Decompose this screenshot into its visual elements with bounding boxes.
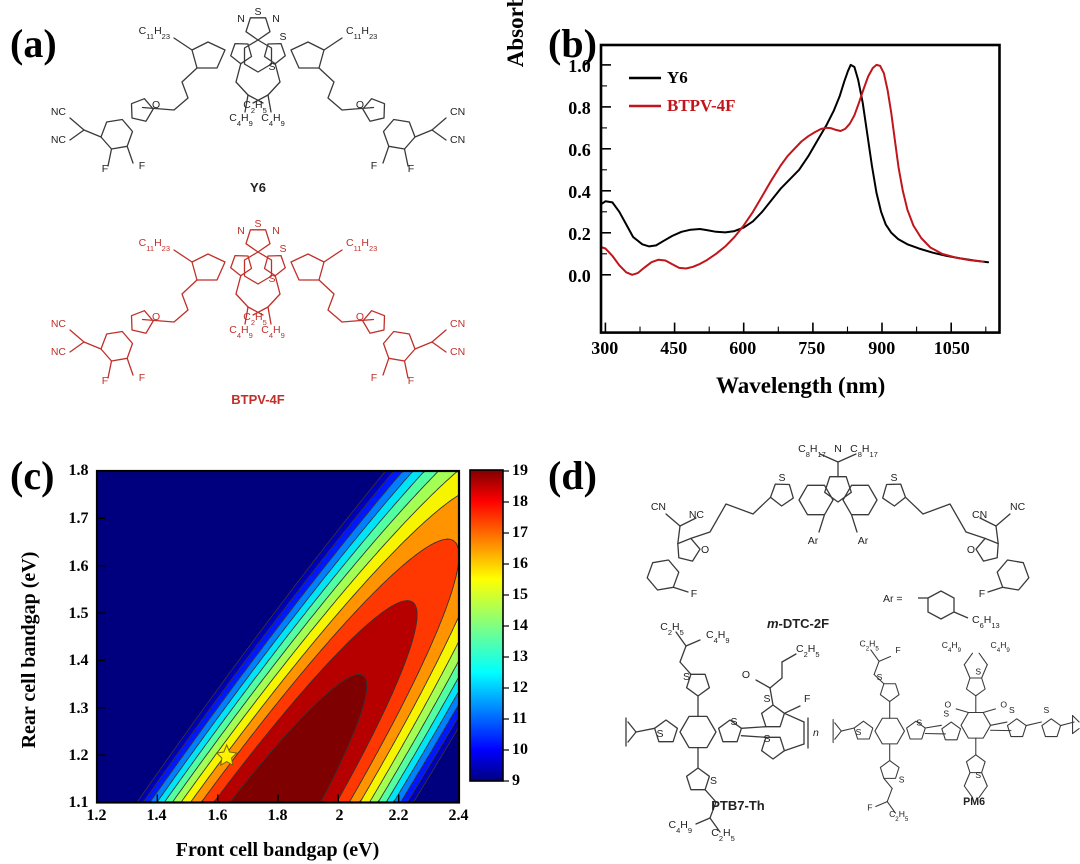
svg-text:C2H5: C2H5 (660, 621, 684, 637)
svg-text:NC: NC (689, 509, 705, 521)
svg-text:F: F (804, 693, 810, 705)
svg-text:S: S (279, 243, 286, 255)
svg-text:N: N (237, 225, 245, 237)
svg-text:O: O (701, 544, 709, 556)
svg-text:NC: NC (51, 318, 67, 330)
svg-text:Y6: Y6 (667, 68, 688, 87)
svg-text:C2H5: C2H5 (889, 809, 909, 823)
svg-text:BTPV-4F: BTPV-4F (667, 96, 736, 115)
svg-text:NC: NC (51, 134, 67, 146)
svg-text:C11H23: C11H23 (139, 237, 170, 253)
svg-text:Y6: Y6 (250, 180, 266, 195)
svg-text:S: S (279, 31, 286, 43)
svg-text:C2H5: C2H5 (711, 827, 735, 843)
svg-text:O: O (152, 99, 160, 111)
svg-text:S: S (899, 775, 905, 785)
svg-text:C4H9: C4H9 (706, 629, 730, 645)
svg-text:F: F (408, 375, 414, 387)
svg-text:C4H9: C4H9 (942, 640, 962, 654)
svg-text:S: S (683, 671, 690, 683)
svg-text:O: O (152, 311, 160, 323)
svg-text:CN: CN (651, 501, 666, 513)
svg-text:S: S (1009, 705, 1015, 715)
svg-text:F: F (691, 588, 697, 600)
svg-text:N: N (272, 13, 280, 25)
svg-text:C4H9: C4H9 (229, 112, 253, 128)
svg-text:S: S (763, 733, 770, 745)
svg-text:C4H9: C4H9 (229, 324, 253, 340)
svg-text:O: O (967, 544, 975, 556)
svg-text:S: S (254, 218, 261, 230)
svg-text:PM6: PM6 (963, 796, 985, 808)
svg-text:NC: NC (51, 106, 67, 118)
svg-text:CN: CN (450, 318, 465, 330)
svg-text:S: S (656, 728, 663, 740)
svg-text:O: O (945, 699, 952, 709)
svg-text:F: F (371, 160, 377, 172)
svg-text:CN: CN (450, 134, 465, 146)
svg-text:O: O (356, 311, 364, 323)
svg-text:S: S (778, 472, 785, 484)
svg-text:O: O (356, 99, 364, 111)
svg-text:CN: CN (450, 106, 465, 118)
svg-text:C4H9: C4H9 (668, 819, 692, 835)
svg-text:Ar: Ar (808, 535, 819, 547)
svg-text:S: S (763, 693, 770, 705)
svg-text:F: F (371, 372, 377, 384)
svg-text:C4H9: C4H9 (991, 640, 1011, 654)
svg-text:S: S (877, 672, 883, 682)
svg-text:S: S (730, 716, 737, 728)
svg-text:F: F (895, 645, 900, 655)
svg-text:C2H5: C2H5 (860, 639, 880, 653)
svg-text:Ar =: Ar = (883, 593, 903, 605)
svg-text:S: S (890, 472, 897, 484)
svg-text:N: N (834, 443, 842, 455)
svg-text:F: F (139, 372, 145, 384)
svg-text:S: S (975, 666, 981, 676)
svg-text:F: F (408, 163, 414, 175)
svg-text:CN: CN (450, 346, 465, 358)
svg-text:F: F (979, 588, 985, 600)
svg-text:C11H23: C11H23 (346, 237, 377, 253)
svg-text:O: O (1000, 699, 1007, 709)
svg-text:C4H9: C4H9 (261, 112, 285, 128)
svg-text:C8H17: C8H17 (850, 443, 878, 459)
svg-text:S: S (254, 6, 261, 18)
svg-text:C11H23: C11H23 (346, 25, 377, 41)
svg-text:C2H5: C2H5 (796, 643, 820, 659)
svg-text:S: S (975, 770, 981, 780)
svg-text:S: S (710, 775, 717, 787)
svg-text:S: S (856, 727, 862, 737)
svg-text:S: S (268, 61, 275, 73)
svg-text:n: n (813, 727, 819, 739)
svg-text:S: S (1043, 705, 1049, 715)
svg-text:BTPV-4F: BTPV-4F (231, 392, 285, 407)
svg-text:PTB7-Th: PTB7-Th (711, 798, 765, 813)
svg-text:S: S (943, 708, 949, 718)
svg-text:NC: NC (51, 346, 67, 358)
svg-text:NC: NC (1010, 501, 1026, 513)
svg-text:C4H9: C4H9 (261, 324, 285, 340)
svg-text:F: F (139, 160, 145, 172)
svg-text:Ar: Ar (858, 535, 869, 547)
svg-text:C8H17: C8H17 (798, 443, 826, 459)
svg-text:S: S (916, 717, 922, 727)
svg-text:S: S (268, 273, 275, 285)
svg-text:N: N (237, 13, 245, 25)
svg-text:N: N (272, 225, 280, 237)
svg-text:CN: CN (972, 509, 987, 521)
svg-text:C11H23: C11H23 (139, 25, 170, 41)
svg-text:F: F (102, 375, 108, 387)
svg-text:F: F (102, 163, 108, 175)
svg-text:F: F (867, 803, 872, 813)
svg-text:O: O (742, 669, 750, 681)
